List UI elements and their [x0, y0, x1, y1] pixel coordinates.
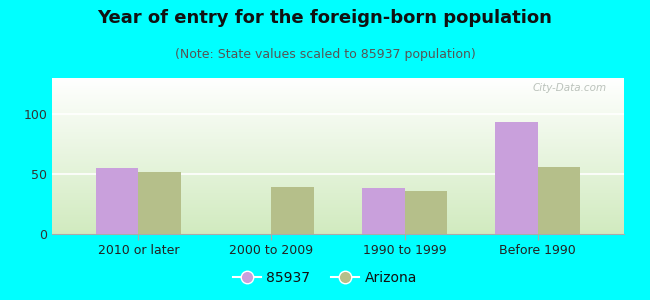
Bar: [138, 172, 181, 234]
Bar: [362, 188, 404, 234]
Text: Year of entry for the foreign-born population: Year of entry for the foreign-born popul…: [98, 9, 552, 27]
Bar: [272, 187, 314, 234]
Bar: [538, 167, 580, 234]
Bar: [495, 122, 538, 234]
Bar: [96, 168, 138, 234]
Bar: [404, 191, 447, 234]
Text: City-Data.com: City-Data.com: [533, 83, 607, 93]
Text: (Note: State values scaled to 85937 population): (Note: State values scaled to 85937 popu…: [175, 48, 475, 61]
Legend: 85937, Arizona: 85937, Arizona: [227, 265, 422, 290]
